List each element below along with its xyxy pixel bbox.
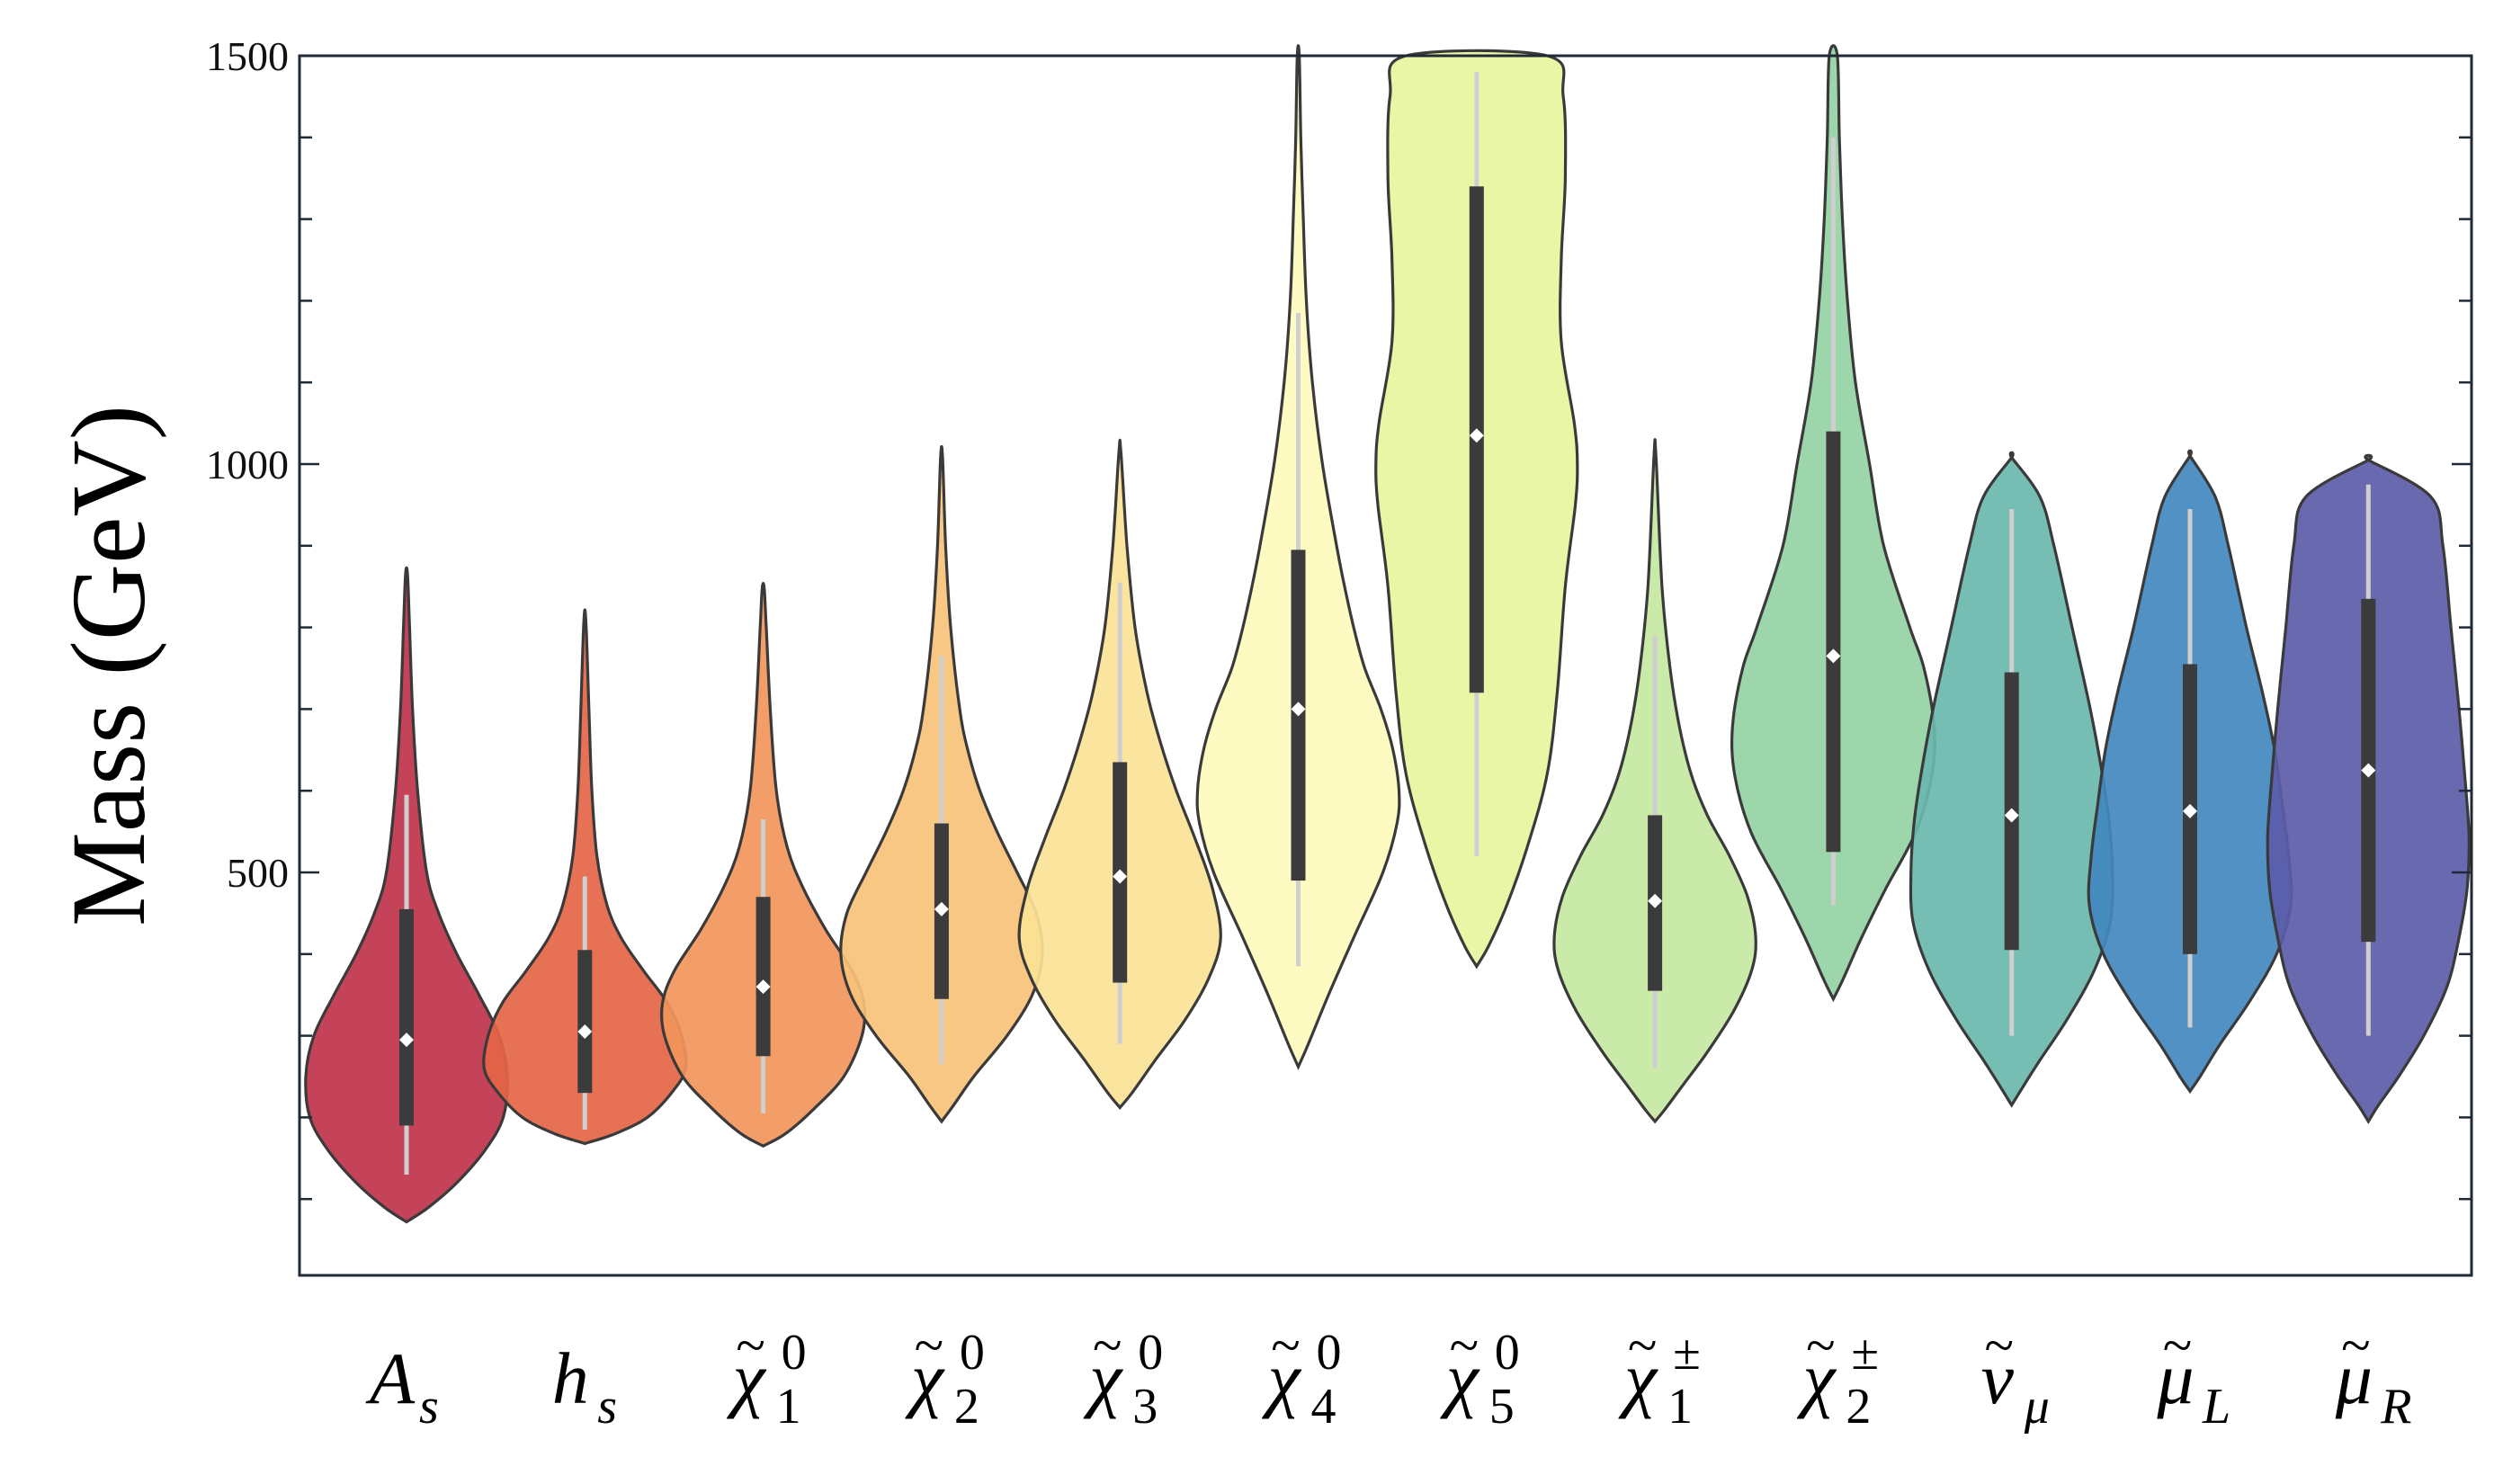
category-label-tilde: ~ [1450,1316,1479,1375]
violin-median-marker [2183,803,2197,818]
y-tick-label: 500 [227,850,289,896]
category-label-8: χ~ ±1 [1618,1316,1701,1435]
category-label-sub: s [597,1379,617,1435]
category-label-base: χ [1261,1337,1301,1419]
category-label-sub: s [419,1379,439,1435]
category-label-5: χ~ 03 [1083,1316,1163,1435]
category-label-base: χ [1618,1337,1658,1419]
category-label-7: χ~ 05 [1440,1316,1520,1435]
category-label-base: ν [1980,1337,2014,1419]
category-label-sub: 1 [776,1379,801,1435]
category-label-tilde: ~ [1806,1316,1835,1375]
y-tick-label: 1500 [206,33,289,79]
category-label-base: χ [1083,1337,1123,1419]
violin-median-marker [1648,893,1663,908]
category-label-11: μ~L [2156,1316,2230,1435]
category-label-base: χ [905,1337,945,1419]
category-label-base: μ [2335,1337,2373,1419]
category-label-base: h [552,1337,589,1419]
violin-median-marker [1113,869,1128,884]
violin-11 [2087,449,2293,1095]
category-label-base: χ [727,1337,767,1419]
category-label-sup: 0 [782,1325,807,1381]
category-label-sub: 4 [1311,1379,1336,1435]
category-label-sub: L [2202,1379,2230,1435]
y-axis-label: Mass (GeV) [49,405,167,926]
category-label-3: χ~ 01 [727,1316,807,1435]
violin-10 [1909,451,2114,1108]
violin-median-marker [2004,808,2019,823]
category-label-tilde: ~ [1628,1316,1657,1375]
y-ticks [299,54,2472,1201]
category-label-tilde: ~ [1093,1316,1122,1375]
category-label-tilde: ~ [736,1316,764,1375]
y-tick-label: 1000 [206,442,289,487]
category-label-base: χ [1440,1337,1480,1419]
category-label-4: χ~ 02 [905,1316,985,1435]
category-label-tilde: ~ [2341,1316,2370,1375]
category-label-base: μ [2156,1337,2194,1419]
category-label-sup: 0 [1317,1325,1342,1381]
category-label-sub: 1 [1667,1379,1693,1435]
category-label-tilde: ~ [1984,1316,2013,1375]
category-label-sup: 0 [960,1325,985,1381]
category-label-base: A [365,1337,416,1419]
plot-frame [298,54,2473,1277]
category-label-tilde: ~ [2163,1316,2192,1375]
violin-8 [1552,438,1757,1124]
category-label-base: χ [1796,1337,1837,1419]
violins-layer [304,44,2471,1224]
category-label-sup: ± [1673,1325,1701,1381]
violin-median-marker [2361,763,2376,778]
violin-median-marker [1826,648,1841,664]
category-label-tilde: ~ [1271,1316,1300,1375]
category-label-sub: 2 [1846,1379,1871,1435]
violin-7 [1374,49,1579,970]
violin-5 [1017,438,1222,1111]
violin-iqr-box [399,908,414,1126]
category-label-9: χ~ ±2 [1796,1316,1879,1435]
category-label-sup: ± [1851,1325,1879,1381]
violin-3 [659,581,867,1149]
violin-6 [1195,44,1401,1070]
category-label-sub: 3 [1132,1379,1158,1435]
violin-iqr-box [577,950,593,1094]
category-label-sub: μ [2024,1379,2050,1435]
violin-median-marker [1469,428,1484,443]
category-label-sub: 5 [1489,1379,1515,1435]
category-label-sub: R [2380,1379,2411,1435]
y-tick-labels: 500 1000 1500 [206,33,289,896]
violin-median-marker [577,1024,593,1040]
category-label-10: ν~μ [1980,1316,2049,1435]
category-label-6: χ~ 04 [1261,1316,1341,1435]
category-label-sup: 0 [1138,1325,1163,1381]
category-label-12: μ~R [2335,1316,2412,1435]
category-label-tilde: ~ [915,1316,943,1375]
violin-2 [482,608,688,1146]
violin-median-marker [755,979,771,995]
violin-median-marker [934,901,949,916]
violin-9 [1730,44,1936,1003]
violin-median-marker [399,1033,414,1048]
violin-4 [839,444,1044,1124]
violin-12 [2266,453,2471,1124]
violin-iqr-box [755,897,771,1057]
category-label-sup: 0 [1495,1325,1520,1381]
violin-median-marker [1291,702,1306,717]
violin-iqr-box [1826,431,1841,853]
category-label-sub: 2 [954,1379,979,1435]
violin-1 [304,566,509,1224]
